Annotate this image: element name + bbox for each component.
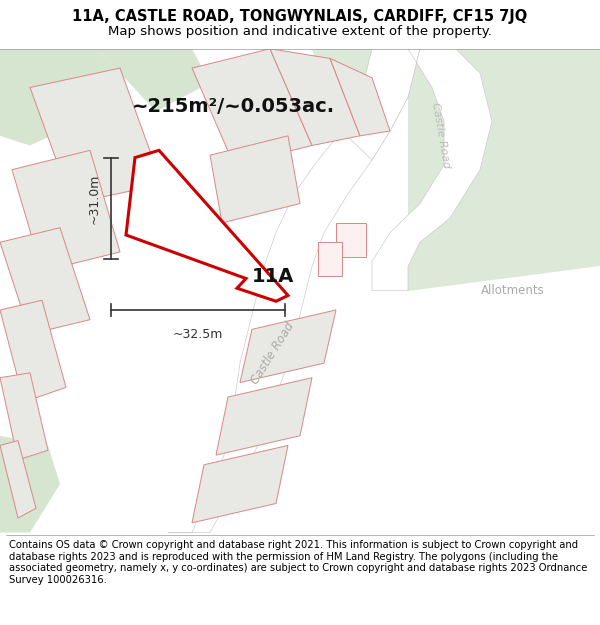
Polygon shape — [168, 49, 420, 532]
Polygon shape — [0, 436, 60, 532]
Polygon shape — [0, 228, 90, 334]
Polygon shape — [192, 49, 312, 165]
Text: 11A: 11A — [252, 267, 295, 286]
Polygon shape — [0, 49, 120, 146]
Polygon shape — [210, 136, 300, 223]
Polygon shape — [0, 373, 48, 460]
Polygon shape — [312, 49, 384, 88]
Polygon shape — [270, 49, 360, 146]
Polygon shape — [318, 242, 342, 276]
Polygon shape — [216, 378, 312, 455]
Text: Contains OS data © Crown copyright and database right 2021. This information is : Contains OS data © Crown copyright and d… — [9, 540, 587, 585]
Text: ~215m²/~0.053ac.: ~215m²/~0.053ac. — [132, 98, 335, 116]
Polygon shape — [0, 300, 66, 402]
Polygon shape — [126, 151, 288, 301]
Text: Map shows position and indicative extent of the property.: Map shows position and indicative extent… — [108, 25, 492, 38]
Polygon shape — [12, 151, 120, 271]
Polygon shape — [330, 58, 390, 136]
Text: Castle Road: Castle Road — [249, 320, 297, 387]
Polygon shape — [0, 441, 36, 518]
Polygon shape — [30, 68, 162, 204]
Text: Castle Road: Castle Road — [430, 102, 452, 169]
Text: Allotments: Allotments — [481, 284, 545, 297]
Polygon shape — [408, 49, 600, 291]
Polygon shape — [192, 446, 288, 523]
Text: ~31.0m: ~31.0m — [87, 174, 100, 224]
Polygon shape — [96, 49, 210, 112]
Polygon shape — [342, 49, 492, 291]
Text: ~32.5m: ~32.5m — [173, 328, 223, 341]
Polygon shape — [240, 310, 336, 382]
Polygon shape — [336, 223, 366, 257]
Text: 11A, CASTLE ROAD, TONGWYNLAIS, CARDIFF, CF15 7JQ: 11A, CASTLE ROAD, TONGWYNLAIS, CARDIFF, … — [73, 9, 527, 24]
